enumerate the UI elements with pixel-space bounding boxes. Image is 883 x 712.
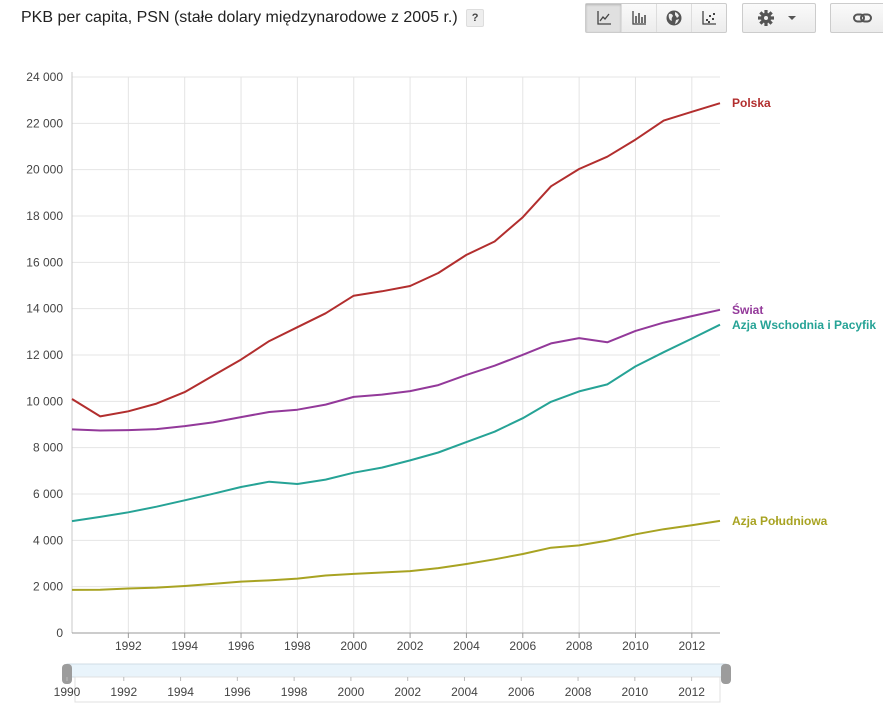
timeline-tick-label: 1992 — [110, 685, 137, 699]
scatter-button[interactable] — [691, 4, 726, 32]
y-tick-label: 16 000 — [26, 255, 63, 269]
chart-type-toolbar — [585, 3, 727, 33]
chart-series — [71, 102, 721, 591]
timeline-tick-label: 2010 — [621, 685, 648, 699]
y-tick-label: 18 000 — [26, 209, 63, 223]
bar-chart-button[interactable] — [621, 4, 656, 32]
timeline-tick-label: 2008 — [565, 685, 592, 699]
globe-icon — [666, 10, 682, 26]
y-tick-label: 22 000 — [26, 116, 63, 130]
help-button[interactable]: ? — [466, 9, 485, 27]
x-tick-label: 2004 — [453, 639, 480, 653]
timeline-tick-label: 1998 — [281, 685, 308, 699]
timeline-tick-label: 1994 — [167, 685, 194, 699]
y-tick-label: 6 000 — [33, 487, 63, 501]
timeline-tick-label: 2002 — [394, 685, 421, 699]
series-line-azja-południowa — [71, 519, 721, 591]
series-line-polska — [71, 102, 721, 418]
x-axis: 1992 1994 1996 1998 2000 2002 2004 2006 2008 2010… — [115, 633, 705, 653]
x-tick-label: 1992 — [115, 639, 142, 653]
x-tick-label: 1996 — [228, 639, 255, 653]
x-tick-label: 2012 — [678, 639, 705, 653]
x-tick-label: 2002 — [397, 639, 424, 653]
chart-grid — [71, 72, 720, 634]
series-label: Świat — [732, 302, 763, 317]
y-axis: 0 2 000 4 000 6 000 8 000 10 000 12 000 14 000 1… — [26, 70, 63, 640]
timeline-tick-label: 1990 — [54, 685, 81, 699]
timeline-tick-label: 1996 — [224, 685, 251, 699]
timeline-axis-box — [74, 676, 721, 703]
y-tick-label: 2 000 — [33, 580, 63, 594]
x-tick-label: 2010 — [622, 639, 649, 653]
x-tick-label: 1998 — [284, 639, 311, 653]
x-tick-label: 2000 — [340, 639, 367, 653]
x-tick-label: 2008 — [566, 639, 593, 653]
timeline-tick-label: 2000 — [338, 685, 365, 699]
series-label: Polska — [732, 96, 771, 110]
chart-title: PKB per capita, PSN (stałe dolary między… — [21, 9, 485, 27]
y-tick-label: 24 000 — [26, 70, 63, 84]
x-tick-label: 1994 — [171, 639, 198, 653]
timeline-tick-label: 2012 — [678, 685, 705, 699]
y-tick-label: 4 000 — [33, 533, 63, 547]
chart-title-text: PKB per capita, PSN (stałe dolary między… — [21, 9, 458, 27]
x-tick-label: 2006 — [509, 639, 536, 653]
settings-toolbar — [742, 3, 816, 33]
y-tick-label: 12 000 — [26, 348, 63, 362]
y-tick-label: 14 000 — [26, 302, 63, 316]
timeline-right-handle[interactable] — [721, 664, 731, 684]
y-tick-label: 0 — [56, 626, 63, 640]
series-label: Azja Wschodnia i Pacyfik — [732, 318, 876, 332]
dropdown-arrow-icon — [788, 16, 796, 20]
gear-icon — [758, 10, 774, 26]
link-button[interactable] — [831, 4, 883, 32]
y-tick-label: 8 000 — [33, 441, 63, 455]
link-toolbar — [830, 3, 883, 33]
scatter-icon — [702, 11, 716, 25]
series-line-świat — [71, 308, 721, 432]
settings-button[interactable] — [743, 4, 815, 32]
timeline-left-handle[interactable] — [62, 664, 72, 684]
line-chart-icon — [596, 11, 611, 25]
series-label: Azja Południowa — [732, 514, 828, 528]
timeline-tick-label: 2006 — [508, 685, 535, 699]
series-line-azja-wschodnia-i-pacyfik — [71, 323, 721, 523]
bar-chart-icon — [632, 11, 646, 25]
timeline-slider: 1990 1992 1994 1996 1998 2000 2002 2004 2006 2008… — [54, 663, 731, 703]
timeline-track — [66, 663, 727, 678]
map-button[interactable] — [656, 4, 691, 32]
timeline-tick-label: 2004 — [451, 685, 478, 699]
y-tick-label: 10 000 — [26, 394, 63, 408]
link-icon — [853, 13, 872, 23]
line-chart-button[interactable] — [586, 4, 621, 32]
y-tick-label: 20 000 — [26, 163, 63, 177]
